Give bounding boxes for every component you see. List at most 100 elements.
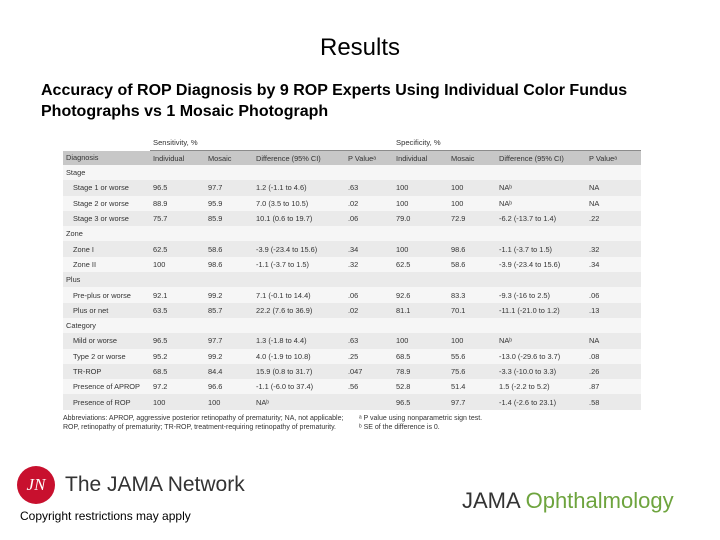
table-cell: .06 [345,287,394,303]
table-cell: -3.9 (-23.4 to 15.6) [253,241,345,257]
table-cell: .32 [586,241,642,257]
footnote-a: ᵃ P value using nonparametric sign test. [359,414,483,422]
table-cell: 1.5 (-2.2 to 5.2) [496,379,587,395]
table-cell: .34 [345,241,394,257]
table-cell: NAᵇ [253,394,345,410]
jama-ophthalmology-logo: JAMA Ophthalmology [462,488,674,514]
table-cell: 7.0 (3.5 to 10.5) [253,195,345,211]
jn-mark: JN [26,475,46,494]
table-footnotes: Abbreviations: APROP, aggressive posteri… [63,414,641,433]
table-cell: 70.1 [448,302,497,318]
table-row: Category [63,317,642,334]
table-cell: -1.1 (-3.7 to 1.5) [253,256,345,273]
table-cell: 83.3 [448,287,497,303]
table-cell [253,165,345,181]
table-cell: 100 [393,241,449,257]
footnote-b: ᵇ SE of the difference is 0. [359,424,440,432]
footnote-abbreviations: Abbreviations: APROP, aggressive posteri… [63,414,344,432]
table-cell: 85.9 [205,210,253,227]
table-cell: 97.7 [448,394,497,410]
table-cell [150,272,205,288]
table-cell: 4.0 (-1.9 to 10.8) [253,348,345,364]
column-header: Difference (95% CI) [496,150,587,165]
table-cell: 62.5 [150,241,205,257]
table-cell: .06 [345,210,394,227]
table-cell [496,317,587,334]
table-cell: .26 [586,363,642,380]
table-cell: 92.6 [393,287,449,303]
table-cell [586,226,642,242]
table-cell: .32 [345,256,394,273]
group-header-row: Sensitivity, % Specificity, % [63,135,642,151]
table-cell [345,317,394,334]
journal-suffix: Ophthalmology [525,488,674,513]
table-cell: .34 [586,256,642,273]
table-cell: 100 [205,394,253,410]
jn-circle-logo: JN [17,466,55,504]
table-cell: 15.9 (0.8 to 31.7) [253,363,345,380]
table-cell [496,165,587,181]
table-cell: 100 [448,180,497,196]
table-cell: 63.5 [150,302,205,318]
table-cell: .02 [345,302,394,318]
table-cell [586,317,642,334]
table-cell: 75.7 [150,210,205,227]
section-label: Category [63,317,150,334]
table-cell [345,165,394,181]
section-label: Plus [63,272,150,288]
table-cell: NA [586,333,642,349]
table-cell: -1.4 (-2.6 to 23.1) [496,394,587,410]
table-row: Presence of ROP 100 100 NAᵇ 96.5 97.7 -1.4 (-2… [63,394,642,410]
column-header: Mosaic [448,150,497,165]
table-cell: 92.1 [150,287,205,303]
table-cell: .047 [345,363,394,380]
column-header: P Valueᵃ [586,150,642,165]
table-cell: 68.5 [393,348,449,364]
table-cell [448,317,497,334]
table-cell: 96.5 [393,394,449,410]
table-cell [253,317,345,334]
table-cell [586,165,642,181]
table-cell [253,272,345,288]
table-cell: 100 [448,333,497,349]
table-cell: NA [586,180,642,196]
column-header: P Valueᵃ [345,150,394,165]
row-label: Presence of ROP [63,394,150,410]
table-cell [205,272,253,288]
row-label: Type 2 or worse [63,348,150,364]
table-row: TR-ROP 68.5 84.4 15.9 (0.8 to 31.7) .047 78.9… [63,363,642,380]
table-cell: .25 [345,348,394,364]
column-header: Mosaic [205,150,253,165]
table-cell: 84.4 [205,363,253,380]
table-cell: 95.9 [205,195,253,211]
column-header: Diagnosis [63,150,150,165]
table-cell: -11.1 (-21.0 to 1.2) [496,302,587,318]
table-cell: 100 [393,195,449,211]
table-cell [150,165,205,181]
table-cell: 68.5 [150,363,205,380]
table-cell: 96.5 [150,180,205,196]
table-cell: 99.2 [205,348,253,364]
row-label: Stage 2 or worse [63,195,150,211]
table-cell [345,394,394,410]
table-cell [448,226,497,242]
table-cell: .63 [345,180,394,196]
table-cell: 51.4 [448,379,497,395]
table-cell [150,317,205,334]
table-cell [393,165,449,181]
table-cell: 22.2 (7.6 to 36.9) [253,302,345,318]
table-cell: 58.6 [448,256,497,273]
table-cell [205,226,253,242]
table-cell: 98.6 [205,256,253,273]
table-cell: 78.9 [393,363,449,380]
section-label: Zone [63,226,150,242]
table-cell: 75.6 [448,363,497,380]
table-row: Presence of APROP 97.2 96.6 -1.1 (-6.0 to 3… [63,379,642,395]
table-body: Stage Stage 1 or worse 96.5 97.7 1.2 (-1.1 t… [63,165,642,410]
table-cell: -3.9 (-23.4 to 15.6) [496,256,587,273]
table-cell: NAᵇ [496,195,587,211]
table-cell: .87 [586,379,642,395]
table-cell [345,272,394,288]
table-cell [205,165,253,181]
table-cell [393,272,449,288]
